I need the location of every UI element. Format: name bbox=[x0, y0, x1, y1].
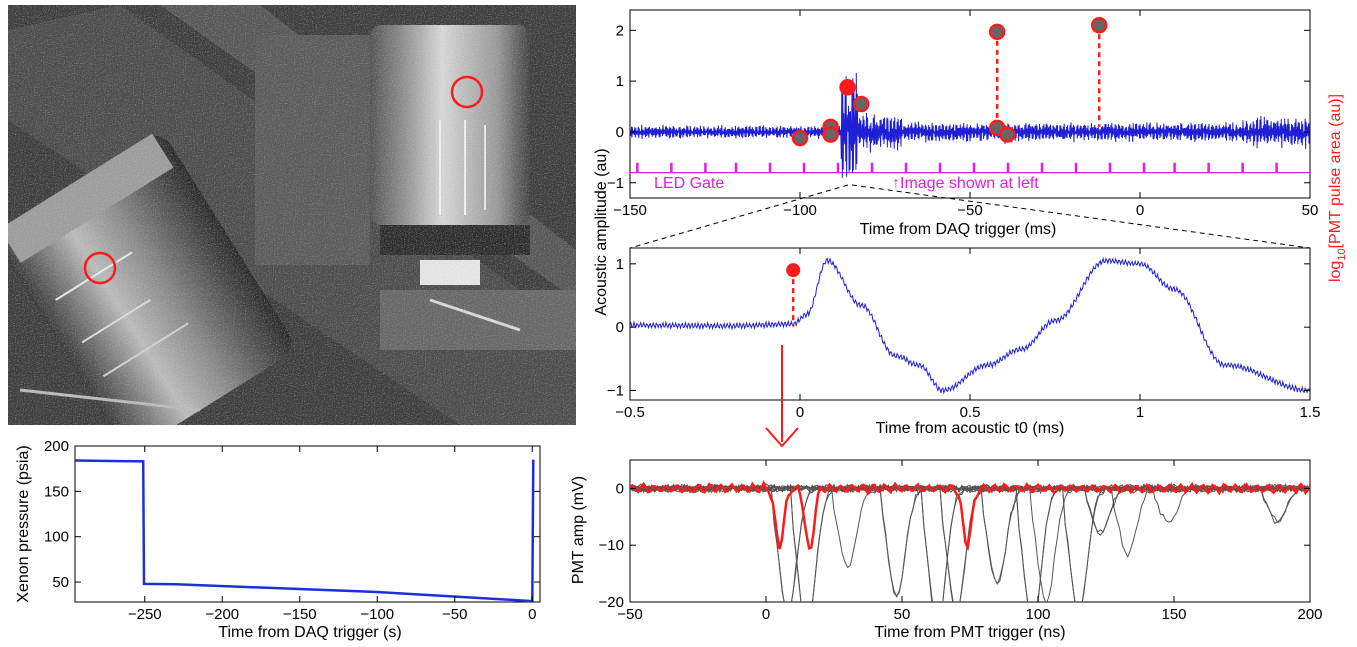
acoustic-full-ytick-label: 2 bbox=[616, 22, 624, 39]
pmt-pulse-marker bbox=[822, 126, 839, 143]
pressure-ytick-label: 50 bbox=[52, 574, 69, 591]
zoom-connector-left bbox=[629, 184, 849, 249]
acoustic-zoom-trace bbox=[630, 256, 1310, 395]
acoustic-full-chart: −150 −100 −50 0 50 −1 0 1 2 Time from DAQ trigge… bbox=[607, 9, 1319, 238]
led-gate-annotation: LED Gate bbox=[654, 175, 724, 192]
pressure-chart: −250 −200 −150 −100 −50 0 50 100 150 200 Time fro… bbox=[15, 438, 541, 641]
pressure-xtick-label: −250 bbox=[128, 606, 162, 623]
pmt-ylabel: PMT amp (mV) bbox=[570, 476, 587, 584]
acoustic-zoom-ytick-label: 1 bbox=[616, 256, 624, 273]
acoustic-full-ytick-label: 1 bbox=[616, 73, 624, 90]
pressure-xtick-label: 0 bbox=[528, 606, 536, 623]
zoom-pmt-marker bbox=[786, 263, 801, 278]
pmt-xtick-label: 50 bbox=[894, 606, 911, 623]
acoustic-zoom-xtick-label: 1 bbox=[1136, 404, 1144, 421]
pmt-pulse-marker bbox=[852, 95, 870, 113]
image-shown-annotation: ↑Image shown at left bbox=[892, 175, 1039, 192]
acoustic-zoom-chart: −0.5 0 0.5 1 1.5 −1 0 1 Time from acoustic t0 (… bbox=[607, 247, 1321, 437]
pmt-xlabel: Time from PMT trigger (ns) bbox=[874, 624, 1065, 641]
acoustic-zoom-ytick-label: 0 bbox=[616, 319, 624, 336]
pmt-area-ylabel-sub: 10 bbox=[1336, 248, 1348, 260]
pressure-xtick-label: −150 bbox=[283, 606, 317, 623]
pressure-xtick-label: −50 bbox=[442, 606, 467, 623]
led-gate-trace bbox=[630, 162, 1310, 174]
pressure-xtick-label: −100 bbox=[360, 606, 394, 623]
pressure-ytick-label: 150 bbox=[44, 483, 69, 500]
pmt-ytick-label: 0 bbox=[616, 480, 624, 497]
acoustic-zoom-ytick-label: −1 bbox=[607, 383, 624, 400]
acoustic-full-xtick-label: −150 bbox=[613, 202, 647, 219]
bubble-marker-left bbox=[83, 251, 117, 285]
pmt-xtick-label: 0 bbox=[762, 606, 770, 623]
pressure-ytick-label: 100 bbox=[44, 529, 69, 546]
pmt-pulse-marker bbox=[999, 126, 1016, 143]
pmt-pulse-marker bbox=[988, 23, 1006, 41]
acoustic-full-xtick-label: −100 bbox=[783, 202, 817, 219]
bubble-chamber-photo bbox=[8, 5, 576, 425]
acoustic-full-ytick-label: −1 bbox=[607, 175, 624, 192]
pressure-ytick-label: 200 bbox=[44, 438, 69, 455]
pmt-xtick-label: −50 bbox=[617, 606, 642, 623]
acoustic-full-xlabel: Time from DAQ trigger (ms) bbox=[860, 221, 1057, 238]
pmt-gray-trace bbox=[630, 483, 1310, 602]
pmt-area-ylabel-main: log bbox=[1327, 261, 1344, 282]
pmt-area-ylabel: log10[PMT pulse area (au)] bbox=[1327, 94, 1348, 282]
pmt-pulse-marker bbox=[791, 129, 809, 147]
pmt-link-arrow bbox=[765, 345, 799, 448]
pmt-ytick-label: −20 bbox=[599, 594, 624, 611]
acoustic-ylabel: Acoustic amplitude (au) bbox=[593, 148, 610, 315]
acoustic-full-ytick-label: 0 bbox=[616, 124, 624, 141]
pmt-ytick-label: −10 bbox=[599, 537, 624, 554]
acoustic-zoom-xtick-label: 0.5 bbox=[960, 404, 981, 421]
acoustic-zoom-xtick-label: 1.5 bbox=[1300, 404, 1321, 421]
bubble-marker-right bbox=[450, 75, 484, 109]
pmt-pulse-marker bbox=[1090, 16, 1108, 34]
pmt-area-ylabel-rest: [PMT pulse area (au)] bbox=[1327, 94, 1344, 248]
pmt-chart: −50 0 50 100 150 200 −20 −10 0 Time from PMT tri… bbox=[570, 459, 1323, 641]
pmt-pulse-marker bbox=[839, 78, 856, 96]
acoustic-full-xtick-label: 50 bbox=[1302, 202, 1319, 219]
acoustic-zoom-xlabel: Time from acoustic t0 (ms) bbox=[876, 420, 1065, 437]
acoustic-full-trace bbox=[630, 72, 1310, 178]
pmt-xtick-label: 200 bbox=[1297, 606, 1322, 623]
pmt-red-trace bbox=[630, 480, 1310, 552]
acoustic-full-xtick-label: −50 bbox=[957, 202, 982, 219]
pressure-ylabel: Xenon pressure (psia) bbox=[15, 445, 32, 602]
acoustic-full-xtick-label: 0 bbox=[1136, 202, 1144, 219]
pressure-xtick-label: −200 bbox=[205, 606, 239, 623]
acoustic-zoom-xtick-label: −0.5 bbox=[615, 404, 645, 421]
acoustic-zoom-xtick-label: 0 bbox=[796, 404, 804, 421]
pmt-xtick-label: 150 bbox=[1161, 606, 1186, 623]
pressure-xlabel: Time from DAQ trigger (s) bbox=[218, 624, 401, 641]
pmt-xtick-label: 100 bbox=[1025, 606, 1050, 623]
